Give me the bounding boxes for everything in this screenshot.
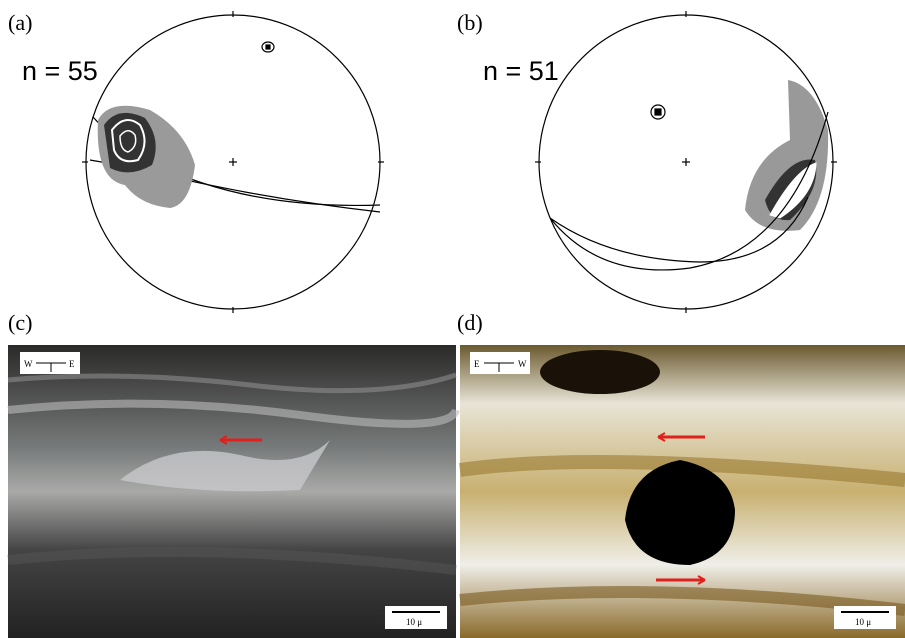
orientation-label: E (474, 359, 480, 369)
panel-label: (a) (8, 10, 32, 35)
panel-label: (c) (8, 310, 32, 335)
stereonet-b (535, 11, 837, 313)
count: n = 55 (22, 56, 98, 86)
count: n = 51 (483, 56, 559, 86)
stereonet-a (82, 11, 384, 313)
scale-label: 10 μ (406, 617, 422, 627)
micrograph-c: W E 10 μ (8, 345, 456, 638)
orientation-label: E (69, 359, 75, 369)
orientation-label: W (518, 359, 527, 369)
micrograph-d: E W 10 μ (460, 345, 905, 638)
figure: (a) (b) (c) (d) n = 55 n = 51 W E 10 μ E… (0, 0, 905, 638)
scale-label: 10 μ (855, 617, 871, 627)
panel-label: (b) (457, 10, 483, 35)
orientation-label: W (24, 359, 33, 369)
panel-label: (d) (457, 310, 483, 335)
